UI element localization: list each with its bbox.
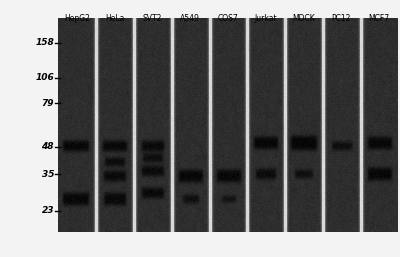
Text: 23: 23: [42, 206, 54, 215]
Text: 79: 79: [42, 99, 54, 108]
Text: PC12: PC12: [332, 14, 351, 23]
Text: HeLa: HeLa: [105, 14, 124, 23]
Text: MCF7: MCF7: [368, 14, 390, 23]
Text: MDCK: MDCK: [292, 14, 315, 23]
Text: HepG2: HepG2: [64, 14, 90, 23]
Text: 35: 35: [42, 170, 54, 179]
Text: SVT2: SVT2: [143, 14, 162, 23]
Text: 158: 158: [35, 38, 54, 47]
Text: 48: 48: [42, 142, 54, 151]
Text: Jurkat: Jurkat: [254, 14, 277, 23]
Text: A549: A549: [180, 14, 200, 23]
Text: COS7: COS7: [218, 14, 238, 23]
Text: 106: 106: [35, 73, 54, 82]
